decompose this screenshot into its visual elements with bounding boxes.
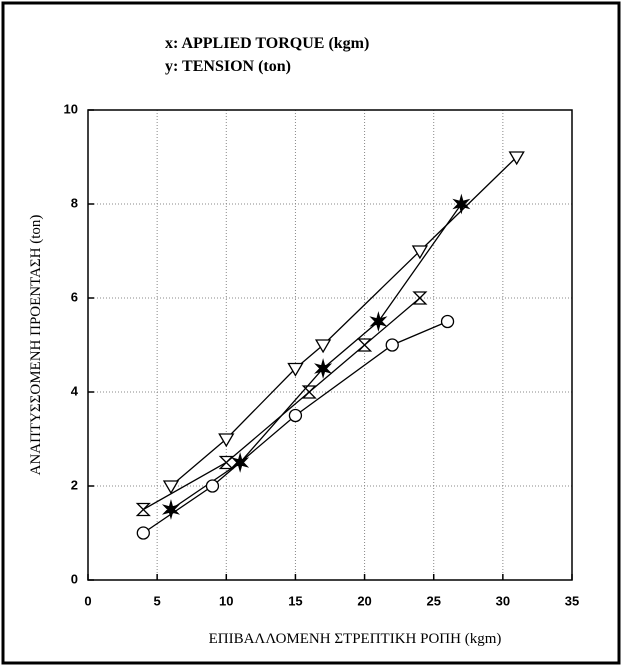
- marker: [411, 245, 429, 260]
- marker: [412, 291, 428, 305]
- marker: [218, 455, 234, 470]
- marker: [314, 358, 333, 379]
- annotation: y: TENSION (ton): [165, 58, 291, 75]
- marker: [314, 339, 332, 354]
- marker: [452, 193, 471, 215]
- x-tick-label: 0: [84, 593, 91, 608]
- plot-area: [87, 109, 573, 581]
- marker: [161, 499, 181, 520]
- marker: [218, 433, 235, 448]
- marker: [205, 479, 220, 493]
- marker: [508, 151, 525, 166]
- x-tick-label: 10: [219, 593, 233, 608]
- y-tick-label: 10: [64, 101, 78, 116]
- x-tick-label: 30: [496, 593, 510, 608]
- x-axis-label: ΕΠΙΒΑΛΛΟΜΕΝΗ ΣΤΡΕΠΤΙΚΗ ΡΟΠΗ (kgm): [209, 631, 502, 647]
- marker: [301, 385, 317, 399]
- y-tick-label: 8: [71, 195, 78, 210]
- marker: [162, 480, 180, 495]
- y-axis-label: ΑΝΑΠΤΥΣΣΟΜΕΝΗ ΠΡΟΕΝΤΑΣΗ (ton): [28, 215, 44, 476]
- x-tick-label: 5: [154, 593, 161, 608]
- series-line: [170, 156, 518, 487]
- marker: [440, 314, 455, 329]
- marker: [287, 362, 304, 377]
- x-tick-label: 25: [426, 593, 440, 608]
- marker: [288, 408, 303, 423]
- y-tick-label: 4: [71, 383, 79, 398]
- marker: [385, 338, 399, 352]
- marker: [369, 311, 388, 332]
- y-tick-label: 0: [71, 571, 78, 586]
- marker: [357, 338, 373, 352]
- marker: [135, 502, 151, 517]
- x-tick-label: 20: [357, 593, 371, 608]
- y-tick-label: 2: [71, 477, 78, 492]
- x-tick-label: 15: [288, 593, 302, 608]
- y-tick-label: 6: [71, 289, 78, 304]
- x-tick-label: 35: [565, 593, 579, 608]
- marker: [136, 526, 150, 540]
- annotation: x: APPLIED TORQUE (kgm): [165, 35, 369, 52]
